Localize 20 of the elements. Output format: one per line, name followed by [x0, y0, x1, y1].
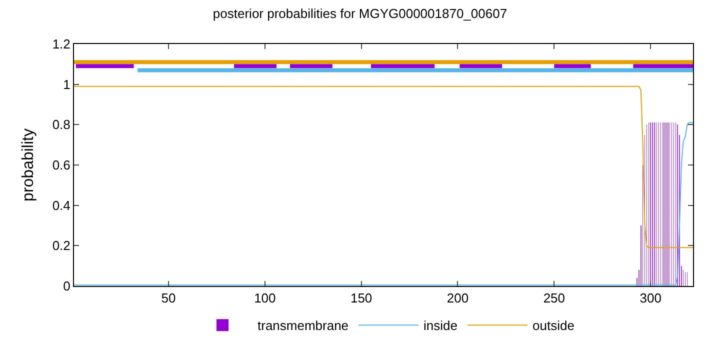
- legend-label: outside: [532, 318, 574, 334]
- legend-label: transmembrane: [258, 318, 349, 334]
- y-tick-label: 1.2: [52, 36, 70, 52]
- y-tick-label: 0.4: [52, 198, 70, 213]
- line-series: [74, 86, 693, 248]
- chart-title: posterior probabilities for MGYG000001870_00607: [212, 6, 508, 21]
- x-tick-label: 300: [640, 290, 662, 306]
- x-tick-label: 150: [350, 290, 372, 306]
- line-series: [74, 122, 693, 286]
- y-axis-title: probability: [20, 128, 38, 202]
- y-tick-label: 0.8: [52, 117, 70, 132]
- y-tick-label: 0.2: [52, 238, 70, 254]
- x-tick-label: 100: [254, 290, 276, 306]
- x-tick-label: 50: [161, 290, 176, 306]
- y-tick-label: 0.6: [52, 158, 70, 173]
- y-tick-label: 0: [63, 278, 70, 294]
- x-tick-label: 250: [543, 290, 566, 306]
- y-tick-label: 1: [63, 76, 70, 92]
- legend-label: inside: [424, 318, 458, 334]
- x-tick-label: 200: [446, 290, 469, 306]
